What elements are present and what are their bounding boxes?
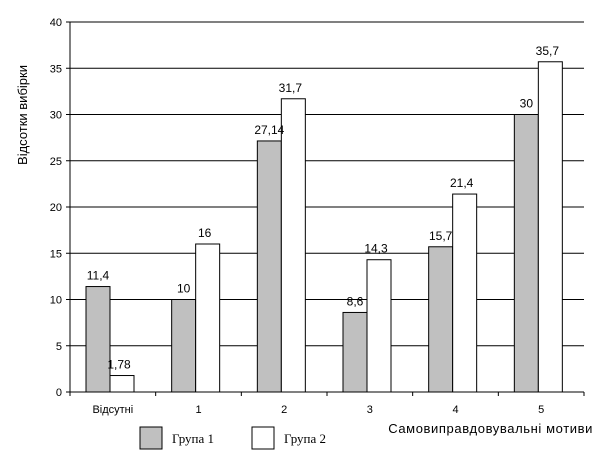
bar-2 <box>366 259 392 393</box>
x-tick-label: 2 <box>281 404 287 416</box>
data-label: 11,4 <box>87 269 110 283</box>
data-label: 15,7 <box>429 229 453 243</box>
y-tick-label: 5 <box>56 341 62 353</box>
bars <box>85 61 563 393</box>
y-tick-label: 15 <box>50 248 62 260</box>
data-label: 30 <box>520 97 534 111</box>
x-tick-label: 1 <box>195 404 201 416</box>
x-tick-label: 3 <box>367 404 373 416</box>
data-label: 31,7 <box>279 81 303 95</box>
data-label: 35,7 <box>536 44 560 58</box>
data-label: 10 <box>177 282 191 296</box>
bar-1 <box>85 286 111 393</box>
data-label: 16 <box>198 226 212 240</box>
legend-label: Група 2 <box>284 431 326 446</box>
bar-1 <box>342 311 368 393</box>
bar-2 <box>109 375 135 393</box>
data-label: 14,3 <box>364 242 388 256</box>
y-tick-label: 20 <box>50 202 62 214</box>
bar-2 <box>537 61 563 393</box>
bar-2 <box>195 243 221 393</box>
y-tick-label: 30 <box>50 110 62 122</box>
y-tick-label: 40 <box>50 17 62 29</box>
x-axis-title: Самовиправдовувальні мотиви <box>388 421 593 436</box>
bar-2 <box>280 98 306 393</box>
data-label: 8,6 <box>347 294 364 308</box>
bar-1 <box>171 299 197 393</box>
data-label: 1,78 <box>107 358 131 372</box>
data-labels: 11,4 1,78 10 16 27,14 31,7 8,6 14,3 15,7 21,4 30 35… <box>87 44 560 372</box>
gridlines <box>70 21 584 347</box>
x-tick-label: Відсутні <box>92 404 133 416</box>
bar-2 <box>452 193 478 393</box>
legend: Група 1 Група 2 <box>139 426 326 450</box>
data-label: 27,14 <box>254 123 284 137</box>
bar-1 <box>256 140 282 393</box>
y-tick-label: 0 <box>56 387 62 399</box>
y-tick-label: 10 <box>50 295 62 307</box>
axes: 0 5 10 15 20 25 30 35 40 Відсутні 1 2 3 4 5 <box>50 17 585 416</box>
legend-label: Група 1 <box>172 431 214 446</box>
data-label: 21,4 <box>450 176 474 190</box>
y-tick-label: 35 <box>50 63 62 75</box>
legend-swatch <box>251 426 275 450</box>
x-tick-label: 4 <box>452 404 458 416</box>
legend-swatch <box>139 426 163 450</box>
x-tick-label: 5 <box>538 404 544 416</box>
bar-1 <box>428 246 454 393</box>
bar-1 <box>513 114 539 393</box>
y-axis-title: Відсотки вибірки <box>15 65 30 165</box>
y-tick-label: 25 <box>50 156 62 168</box>
